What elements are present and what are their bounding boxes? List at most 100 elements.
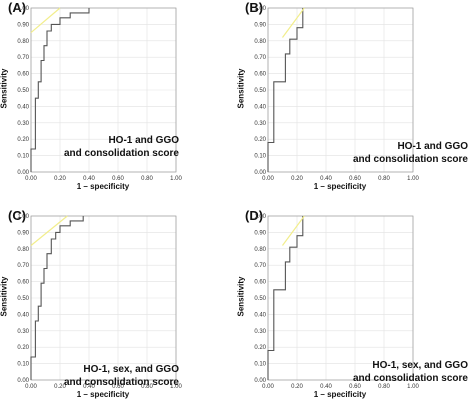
y-tick-label: 0.10 <box>254 362 266 368</box>
y-tick-label: 0.70 <box>17 55 29 61</box>
x-tick-label: 0.00 <box>262 176 274 182</box>
annotation-line-1: HO-1, sex, and GGO <box>83 364 179 375</box>
x-tick-label: 0.40 <box>83 384 95 390</box>
x-tick-label: 0.80 <box>141 176 153 182</box>
y-tick-label: 0.00 <box>254 170 266 176</box>
y-tick-label: 0.50 <box>17 296 29 302</box>
reference-line <box>30 215 68 246</box>
x-tick-label: 0.40 <box>320 384 332 390</box>
y-tick-label: 0.40 <box>17 104 29 110</box>
model-annotation: HO-1 and GGO and consolidation score <box>353 140 468 166</box>
x-tick-label: 0.00 <box>25 176 37 182</box>
plot-frame <box>267 7 414 173</box>
y-tick-label: 0.30 <box>254 329 266 335</box>
y-tick-label: 0.00 <box>17 170 29 176</box>
y-tick-label: 0.30 <box>17 121 29 127</box>
y-tick-label: 0.00 <box>254 378 266 384</box>
y-tick-label: 1.00 <box>254 6 266 12</box>
reference-line <box>30 7 61 34</box>
x-tick-label: 0.60 <box>349 176 361 182</box>
x-tick-label: 1.00 <box>407 384 419 390</box>
plot-frame <box>30 7 177 173</box>
x-tick-label: 1.00 <box>407 176 419 182</box>
y-tick-label: 0.40 <box>17 312 29 318</box>
y-tick-label: 0.70 <box>254 55 266 61</box>
x-axis-label: 1 – specificity <box>76 182 130 191</box>
x-tick-label: 0.20 <box>291 176 303 182</box>
x-tick-label: 0.80 <box>378 384 390 390</box>
model-annotation: HO-1 and GGO and consolidation score <box>64 134 179 160</box>
y-tick-label: 0.30 <box>254 121 266 127</box>
y-tick-label: 0.80 <box>254 247 266 253</box>
y-tick-label: 1.00 <box>17 6 29 12</box>
roc-panel-c: (C) 0.00 0.10 0.20 0.30 0.40 0.50 0.60 0.70 0.80… <box>0 208 237 416</box>
y-tick-label: 0.10 <box>17 154 29 160</box>
y-tick-label: 0.20 <box>254 345 266 351</box>
x-tick-label: 0.20 <box>54 384 66 390</box>
x-tick-label: 0.80 <box>141 384 153 390</box>
y-axis-label: Sensitivity <box>0 68 9 109</box>
x-tick-label: 0.00 <box>262 384 274 390</box>
y-tick-label: 0.10 <box>17 362 29 368</box>
roc-panel-b: (B) 0.00 0.10 0.20 0.30 0.40 0.50 0.60 0.70 0.80… <box>237 0 474 208</box>
y-tick-label: 0.20 <box>17 345 29 351</box>
y-tick-label: 0.60 <box>254 280 266 286</box>
annotation-line-2: and consolidation score <box>352 154 468 165</box>
y-tick-label: 0.50 <box>254 296 266 302</box>
y-tick-label: 0.90 <box>254 230 266 236</box>
annotation-line-1: HO-1 and GGO <box>397 141 468 152</box>
roc-chart-svg: 0.00 0.10 0.20 0.30 0.40 0.50 0.60 0.70 0.80 0.90… <box>17 214 182 390</box>
roc-curve <box>30 8 90 172</box>
roc-panel-a: (A) 0.00 0.10 0.20 0.30 0.40 0.50 0.60 0.70 0.80… <box>0 0 237 208</box>
y-tick-label: 0.60 <box>254 72 266 78</box>
y-axis-label: Sensitivity <box>236 276 246 317</box>
x-tick-label: 0.20 <box>54 176 66 182</box>
roc-panel-d: (D) 0.00 0.10 0.20 0.30 0.40 0.50 0.60 0.70 0.80… <box>237 208 474 416</box>
y-tick-label: 0.90 <box>17 230 29 236</box>
plot-frame <box>267 215 414 381</box>
x-tick-label: 0.60 <box>112 176 124 182</box>
x-tick-label: 0.40 <box>320 176 332 182</box>
model-annotation: HO-1, sex, and GGO and consolidation sco… <box>353 359 468 385</box>
y-tick-label: 0.50 <box>17 88 29 94</box>
y-axis-label: Sensitivity <box>0 276 9 317</box>
x-tick-label: 1.00 <box>170 384 182 390</box>
y-tick-label: 0.30 <box>17 329 29 335</box>
panel-label: (D) <box>245 208 264 223</box>
x-tick-label: 1.00 <box>170 176 182 182</box>
y-tick-label: 0.20 <box>17 137 29 143</box>
model-annotation: HO-1, sex, and GGO and consolidation sco… <box>64 363 179 389</box>
roc-curve <box>30 216 84 380</box>
panel-label: (C) <box>8 208 27 223</box>
y-tick-label: 0.80 <box>254 39 266 45</box>
y-tick-label: 0.70 <box>254 263 266 269</box>
roc-chart-svg: 0.00 0.10 0.20 0.30 0.40 0.50 0.60 0.70 0.80 0.90… <box>254 6 419 182</box>
y-tick-label: 0.90 <box>254 22 266 28</box>
roc-curve <box>267 216 304 380</box>
annotation-line-1: HO-1 and GGO <box>108 135 179 146</box>
y-tick-label: 1.00 <box>17 214 29 220</box>
y-tick-label: 0.50 <box>254 88 266 94</box>
x-tick-label: 0.00 <box>25 384 37 390</box>
annotation-line-2: and consolidation score <box>352 373 468 384</box>
y-tick-label: 1.00 <box>254 214 266 220</box>
reference-line <box>282 215 305 246</box>
y-tick-label: 0.80 <box>17 247 29 253</box>
reference-line <box>282 7 305 38</box>
y-tick-label: 0.70 <box>17 263 29 269</box>
panel-label: (A) <box>8 0 27 15</box>
annotation-line-2: and consolidation score <box>63 377 179 388</box>
x-axis-label: 1 – specificity <box>76 390 130 399</box>
y-tick-label: 0.40 <box>254 104 266 110</box>
y-tick-label: 0.60 <box>17 280 29 286</box>
annotation-line-2: and consolidation score <box>63 148 179 159</box>
y-tick-label: 0.20 <box>254 137 266 143</box>
y-tick-label: 0.80 <box>17 39 29 45</box>
x-tick-label: 0.60 <box>112 384 124 390</box>
roc-chart-svg: 0.00 0.10 0.20 0.30 0.40 0.50 0.60 0.70 0.80 0.90… <box>17 6 182 182</box>
roc-chart-svg: 0.00 0.10 0.20 0.30 0.40 0.50 0.60 0.70 0.80 0.90… <box>254 214 419 390</box>
y-tick-label: 0.00 <box>17 378 29 384</box>
x-tick-label: 0.40 <box>83 176 95 182</box>
annotation-line-1: HO-1, sex, and GGO <box>372 360 468 371</box>
x-axis-label: 1 – specificity <box>313 390 367 399</box>
